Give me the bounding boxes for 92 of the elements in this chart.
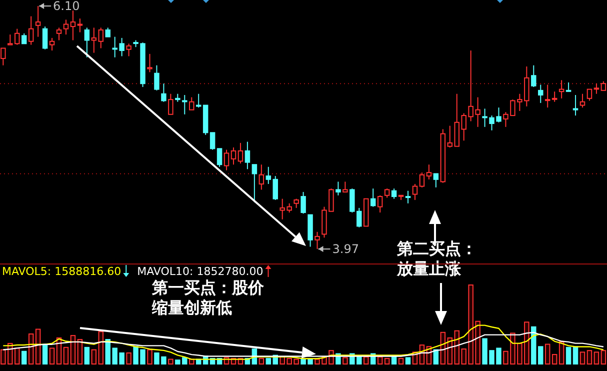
bar (566, 346, 572, 364)
bar (405, 357, 411, 364)
bar (544, 344, 550, 364)
candlestick (426, 164, 432, 180)
bar (42, 344, 48, 364)
candlestick (600, 80, 606, 91)
candlestick (342, 181, 348, 192)
candlestick (21, 32, 27, 44)
candlestick (384, 188, 390, 198)
candlestick (544, 84, 550, 108)
annotation: 6.10 (53, 0, 80, 14)
bar (91, 349, 97, 364)
bar (49, 348, 55, 364)
candlestick (314, 231, 320, 250)
annotation: 第一买点：股价缩量创新低 (151, 278, 265, 317)
candlestick (84, 27, 90, 58)
bar (147, 349, 152, 364)
candlestick (594, 83, 600, 94)
bar (84, 346, 90, 364)
candlestick (419, 172, 425, 188)
candlestick (433, 173, 439, 188)
candlestick (391, 188, 397, 200)
candlestick (405, 190, 411, 204)
candlestick (244, 141, 250, 170)
candlestick (531, 64, 536, 88)
candlestick (77, 18, 83, 33)
bar (126, 352, 132, 364)
candlestick (258, 164, 264, 190)
candlestick (377, 194, 383, 213)
bar (168, 358, 174, 364)
candlestick (336, 181, 341, 196)
candlestick (154, 64, 160, 91)
candlestick (105, 27, 110, 38)
bar (384, 358, 390, 364)
candlestick (238, 142, 244, 164)
candlestick (49, 37, 55, 51)
candlestick (586, 88, 592, 102)
bar (586, 350, 592, 364)
bar (266, 358, 272, 364)
candlestick (42, 26, 48, 50)
bar (600, 350, 606, 364)
bar (580, 352, 586, 364)
candlestick (168, 93, 174, 115)
bar (77, 339, 83, 364)
candlestick (272, 175, 278, 200)
candlestick (196, 93, 202, 108)
bar (342, 357, 348, 364)
bar (594, 352, 600, 364)
candlestick (126, 43, 132, 57)
bar (70, 335, 76, 364)
candlestick (538, 84, 544, 104)
candlestick (370, 188, 376, 208)
candlestick (0, 48, 6, 66)
bar (63, 346, 69, 364)
candlestick (266, 166, 272, 184)
candlestick (572, 94, 578, 116)
candlestick (294, 198, 299, 208)
text: MAVOL5: 1588816.60 (2, 264, 122, 278)
candlestick (182, 94, 188, 115)
candlestick (35, 6, 41, 38)
bar (98, 331, 104, 364)
bar (377, 356, 383, 364)
bar (35, 328, 41, 364)
text: MAVOL10: 1852780.00 (137, 264, 264, 278)
bar (552, 354, 558, 364)
bar (21, 350, 27, 364)
candlestick (210, 132, 216, 150)
candlestick (224, 149, 230, 171)
candlestick (56, 27, 62, 41)
candlestick (230, 146, 236, 166)
annotation: 3.97 (332, 242, 359, 256)
candlestick (252, 164, 258, 203)
candlestick (580, 93, 586, 108)
bar (572, 346, 578, 364)
candlestick (28, 16, 34, 46)
bar (258, 358, 264, 364)
candlestick (63, 19, 69, 36)
candlestick (552, 91, 558, 102)
candlestick (98, 27, 104, 49)
candlestick (566, 82, 572, 92)
candlestick (147, 53, 152, 73)
bar (398, 358, 404, 364)
candlestick (216, 148, 222, 168)
candlestick (91, 27, 97, 54)
candlestick (189, 96, 194, 110)
candlestick (161, 83, 166, 102)
candlestick (70, 10, 76, 41)
candlestick (300, 191, 306, 214)
bar (364, 356, 369, 364)
candlestick (412, 183, 418, 200)
bar (391, 356, 397, 364)
candlestick (558, 80, 564, 99)
